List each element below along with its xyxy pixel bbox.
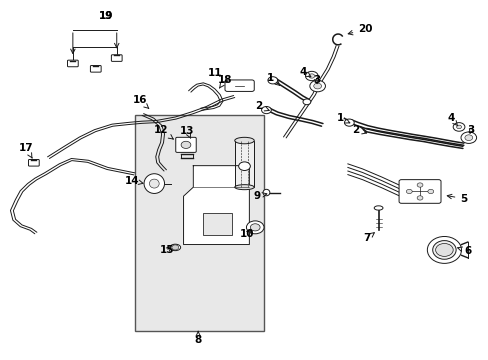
Text: 3: 3 (467, 125, 474, 135)
Circle shape (452, 123, 464, 131)
Text: 7: 7 (363, 233, 374, 243)
Circle shape (464, 135, 472, 140)
Text: 18: 18 (217, 75, 232, 88)
Circle shape (308, 74, 314, 78)
Circle shape (267, 77, 277, 84)
FancyBboxPatch shape (90, 66, 101, 72)
Circle shape (406, 189, 411, 194)
Text: 16: 16 (132, 95, 148, 108)
Circle shape (246, 221, 264, 234)
Text: 2: 2 (351, 125, 366, 135)
Ellipse shape (263, 189, 269, 196)
Text: 11: 11 (207, 68, 227, 82)
Polygon shape (183, 166, 249, 244)
Circle shape (416, 183, 422, 187)
Circle shape (305, 71, 318, 81)
Text: 2: 2 (255, 102, 268, 112)
Circle shape (303, 99, 310, 105)
Ellipse shape (234, 185, 254, 190)
Text: 4: 4 (447, 113, 457, 126)
Text: 4: 4 (299, 67, 310, 77)
Circle shape (344, 119, 353, 126)
Circle shape (238, 162, 250, 171)
Bar (234, 140, 254, 187)
Text: 8: 8 (194, 332, 202, 345)
Text: 12: 12 (153, 125, 173, 139)
Circle shape (416, 196, 422, 200)
FancyBboxPatch shape (67, 60, 78, 67)
FancyBboxPatch shape (28, 159, 39, 166)
Ellipse shape (427, 237, 461, 264)
Ellipse shape (144, 174, 164, 193)
Bar (135, 116, 264, 330)
Text: 5: 5 (447, 194, 467, 204)
Text: 17: 17 (19, 143, 33, 158)
Text: 1: 1 (266, 73, 279, 85)
Text: 6: 6 (457, 246, 470, 256)
Circle shape (435, 243, 452, 256)
Bar (203, 213, 232, 234)
FancyBboxPatch shape (175, 137, 196, 152)
Circle shape (181, 141, 190, 148)
Text: 19: 19 (98, 11, 113, 21)
Text: 13: 13 (180, 126, 194, 138)
FancyBboxPatch shape (398, 180, 440, 203)
Circle shape (250, 224, 260, 231)
Ellipse shape (234, 137, 254, 144)
Circle shape (309, 80, 325, 92)
Circle shape (456, 125, 461, 129)
FancyBboxPatch shape (224, 80, 254, 91)
Circle shape (261, 107, 271, 114)
FancyBboxPatch shape (111, 55, 122, 61)
Ellipse shape (149, 179, 159, 188)
Text: 1: 1 (336, 113, 349, 123)
Text: 20: 20 (347, 24, 372, 35)
Text: 9: 9 (253, 191, 266, 201)
Text: 3: 3 (312, 75, 320, 85)
Circle shape (427, 189, 433, 194)
Text: 15: 15 (160, 245, 174, 255)
Ellipse shape (373, 206, 382, 210)
Circle shape (460, 132, 476, 143)
Ellipse shape (432, 240, 455, 259)
Circle shape (313, 83, 321, 89)
Text: 14: 14 (125, 176, 143, 186)
Text: 10: 10 (239, 229, 254, 239)
Text: 19: 19 (98, 11, 113, 21)
Circle shape (171, 245, 178, 250)
Ellipse shape (169, 244, 180, 251)
